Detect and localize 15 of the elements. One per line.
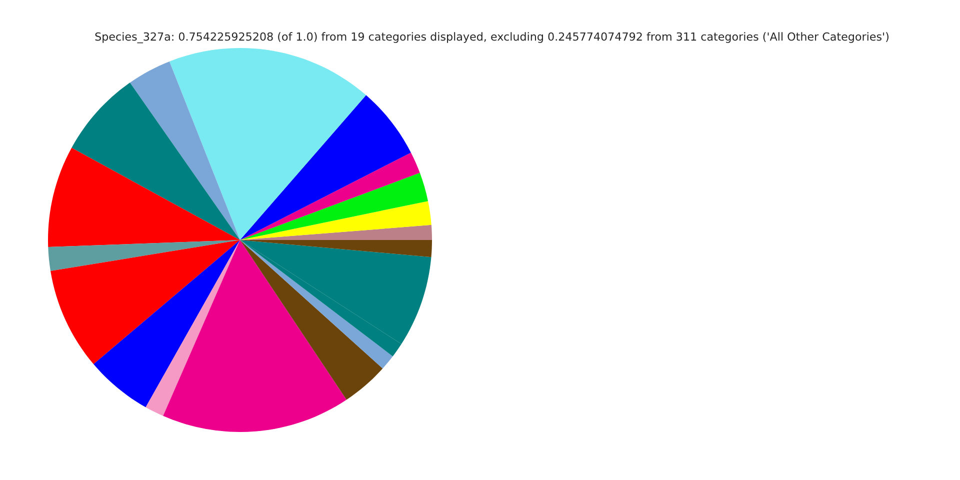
pie-slice	[240, 240, 383, 400]
pie-slice	[240, 95, 411, 240]
pie-slice	[240, 172, 428, 240]
pie-slice	[146, 240, 240, 416]
pie-slice	[163, 240, 347, 432]
text: Species_327a: 0.754225925208 (of 1.0) from 19 categories displayed, excluding 0.245774074792 from 311 categories ('All Other Categories')	[95, 32, 888, 44]
pie-slice	[240, 201, 432, 240]
pie-slice	[240, 224, 432, 240]
pie-slice	[48, 240, 240, 271]
pie-slice	[169, 48, 366, 240]
pie-slice	[130, 61, 240, 240]
pie-slice	[240, 240, 432, 258]
pie-slice	[72, 82, 240, 240]
pie-slice	[240, 152, 420, 240]
pie-slice	[94, 240, 240, 408]
